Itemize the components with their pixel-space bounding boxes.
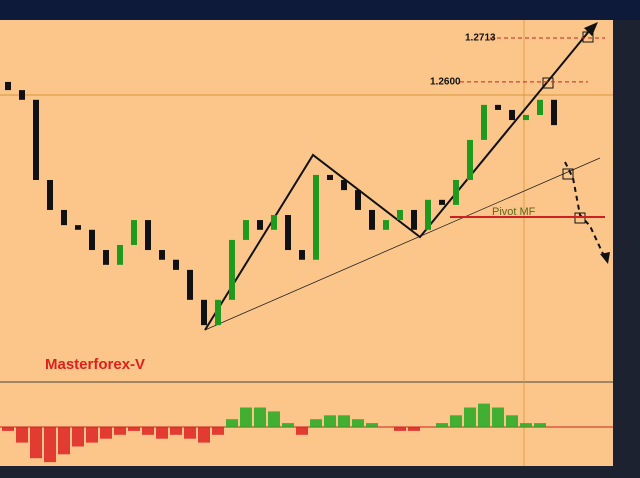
forecast-path [564, 161, 605, 257]
candle-body [89, 229, 95, 251]
oscillator-bar [44, 427, 56, 463]
level-label: 1.2713 [465, 33, 496, 44]
candle-body [299, 250, 305, 260]
oscillator-bar [408, 427, 420, 431]
oscillator-bar [2, 427, 14, 431]
candle-body [425, 199, 431, 230]
candle-body [159, 250, 165, 260]
oscillator-bar [464, 407, 476, 427]
candle-body [397, 209, 403, 221]
oscillator-bar [492, 407, 504, 427]
candle-body [131, 220, 137, 245]
oscillator-bar [156, 427, 168, 439]
oscillator-bar [128, 427, 140, 431]
arrow-head [600, 252, 610, 264]
oscillator-bar [254, 407, 266, 427]
candle-body [33, 99, 39, 180]
oscillator-bar [296, 427, 308, 435]
oscillator-bar [394, 427, 406, 431]
candle-body [481, 104, 487, 140]
candle-body [285, 215, 291, 251]
candle-body [467, 139, 473, 180]
oscillator-bar [506, 415, 518, 427]
oscillator-bar [142, 427, 154, 435]
oscillator-bar [310, 419, 322, 427]
oscillator-bar [16, 427, 28, 443]
candle-body [313, 174, 319, 260]
oscillator-bar [72, 427, 84, 447]
oscillator-bar [198, 427, 210, 443]
marker [574, 212, 586, 224]
oscillator-bar [520, 423, 532, 427]
candle-body [271, 215, 277, 230]
candle-body [5, 81, 11, 91]
oscillator-bar [436, 423, 448, 427]
candle-body [355, 190, 361, 210]
candle-body [47, 179, 53, 210]
candle-body [243, 220, 249, 240]
candle-body [145, 220, 151, 251]
candle-body [257, 220, 263, 230]
level-label: 1.2600 [430, 77, 461, 88]
candle-body [19, 90, 25, 100]
oscillator-bar [86, 427, 98, 443]
candle-body [341, 179, 347, 191]
candle-body [201, 299, 207, 326]
candle-body [509, 109, 515, 121]
oscillator-bar [352, 419, 364, 427]
time-axis [0, 466, 613, 478]
marker [582, 31, 594, 43]
candle-body [75, 225, 81, 230]
oscillator-bar [170, 427, 182, 435]
oscillator-bar [226, 419, 238, 427]
candle-body [229, 239, 235, 300]
oscillator-bar [478, 403, 490, 427]
candle-body [103, 250, 109, 265]
oscillator-bar [366, 423, 378, 427]
marker [542, 77, 554, 89]
oscillator-bar [58, 427, 70, 455]
wave-path [204, 29, 591, 331]
candle-body [173, 259, 179, 270]
candle-body [495, 104, 501, 110]
candle-body [453, 179, 459, 205]
oscillator-bar [534, 423, 546, 427]
candle-body [439, 199, 445, 205]
candle-body [327, 174, 333, 180]
candle-body [187, 269, 193, 300]
candle-body [523, 115, 529, 121]
candle-body [117, 244, 123, 265]
oscillator-bar [268, 411, 280, 427]
candle-body [411, 209, 417, 230]
level-label: Pivot MF [492, 206, 536, 218]
oscillator-bar [240, 407, 252, 427]
oscillator-bar [114, 427, 126, 435]
candle-body [61, 209, 67, 226]
arrow-head [584, 22, 598, 36]
candle-body [369, 209, 375, 230]
oscillator-bar [338, 415, 350, 427]
oscillator-bar [282, 423, 294, 427]
candle-body [383, 220, 389, 230]
candle-body [215, 299, 221, 326]
candle-body [551, 99, 557, 126]
oscillator-bar [30, 427, 42, 459]
toolbar [0, 0, 640, 20]
watermark: Masterforex-V [45, 356, 145, 373]
oscillator-bar [450, 415, 462, 427]
marker [562, 168, 574, 180]
price-axis [613, 20, 640, 478]
oscillator-bar [324, 415, 336, 427]
trend-line [204, 157, 601, 331]
candle-body [537, 99, 543, 116]
oscillator-bar [212, 427, 224, 435]
oscillator-bar [100, 427, 112, 439]
oscillator-bar [184, 427, 196, 439]
